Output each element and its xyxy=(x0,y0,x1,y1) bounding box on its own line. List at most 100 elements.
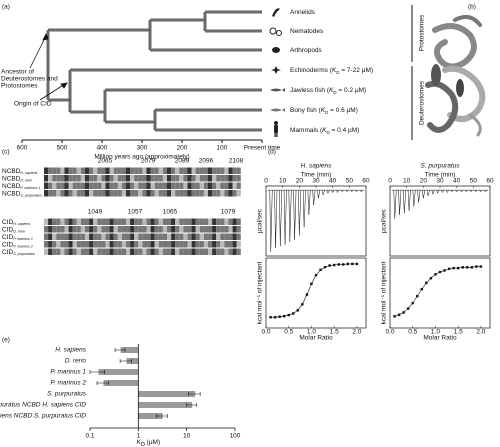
residue-cell xyxy=(187,226,192,233)
residue-cell xyxy=(183,175,188,182)
label-part: Mammals ( xyxy=(290,127,323,134)
panel-label: (d) xyxy=(268,149,276,156)
residue-cell xyxy=(187,175,192,182)
residue-cell xyxy=(138,182,143,189)
injection-peak xyxy=(331,189,335,194)
residue-cell xyxy=(224,175,229,182)
residue-cell xyxy=(162,175,167,182)
residue-cell xyxy=(171,175,176,182)
axis-label: μcal/sec xyxy=(381,208,388,233)
tick-label: 0.5 xyxy=(284,329,293,336)
itc-title: S. purpuratus xyxy=(420,163,460,170)
injection-peak xyxy=(455,189,459,193)
residue-cell xyxy=(236,190,241,197)
residue-cell xyxy=(208,248,213,255)
injection-peak xyxy=(441,189,445,194)
residue-cell xyxy=(224,233,229,240)
residue-cell xyxy=(44,233,49,240)
residue-cell xyxy=(195,218,200,225)
residue-cell xyxy=(97,233,102,240)
tick-label: 0 xyxy=(388,178,392,185)
residue-cell xyxy=(121,241,126,248)
residue-cell xyxy=(212,248,217,255)
label-part: D xyxy=(326,130,330,135)
sequence-name: CIDP. marinus 1 xyxy=(2,233,33,240)
residue-cell xyxy=(175,233,180,240)
residue-cell xyxy=(142,182,147,189)
tick-label: 0 xyxy=(264,178,268,185)
residue-cell xyxy=(154,175,159,182)
residue-number: 2065 xyxy=(98,158,113,165)
sequence-name: CIDD. rerio xyxy=(2,226,25,233)
species-sub: D. rerio xyxy=(13,229,25,233)
residue-cell xyxy=(134,167,139,174)
residue-cell xyxy=(187,248,192,255)
residue-cell xyxy=(85,248,90,255)
x-tick-label: 100 xyxy=(230,433,241,440)
residue-cell xyxy=(179,182,184,189)
species-sub: D. rerio xyxy=(20,178,32,182)
residue-cell xyxy=(117,167,122,174)
label-part: K xyxy=(137,439,142,446)
residue-cell xyxy=(150,248,155,255)
residue-cell xyxy=(130,226,135,233)
residue-cell xyxy=(150,190,155,197)
injection-peak xyxy=(398,190,402,215)
residue-cell xyxy=(220,233,225,240)
residue-cell xyxy=(171,233,176,240)
residue-cell xyxy=(80,175,85,182)
heat-point xyxy=(273,316,277,319)
residue-cell xyxy=(199,190,204,197)
injection-peak xyxy=(474,189,478,193)
residue-cell xyxy=(195,175,200,182)
residue-cell xyxy=(191,175,196,182)
residue-cell xyxy=(236,233,241,240)
residue-cell xyxy=(212,218,217,225)
residue-cell xyxy=(171,248,176,255)
residue-cell xyxy=(167,167,172,174)
residue-cell xyxy=(56,248,61,255)
group-name: CID xyxy=(2,218,14,225)
error-bar xyxy=(188,392,201,396)
residue-cell xyxy=(48,218,53,225)
tick-label: 1.5 xyxy=(330,329,339,336)
residue-cell xyxy=(80,233,85,240)
residue-cell xyxy=(232,167,237,174)
tick-label: 0.0 xyxy=(261,329,270,336)
bar xyxy=(120,347,139,353)
injection-peak xyxy=(469,189,473,193)
residue-cell xyxy=(72,218,77,225)
residue-cell xyxy=(76,190,81,197)
residue-cell xyxy=(154,248,159,255)
injection-peak xyxy=(302,190,306,228)
residue-cell xyxy=(68,190,73,197)
residue-cell xyxy=(212,241,217,248)
residue-cell xyxy=(158,175,163,182)
residue-cell xyxy=(134,182,139,189)
residue-cell xyxy=(138,248,143,255)
residue-cell xyxy=(85,226,90,233)
residue-cell xyxy=(195,226,200,233)
residue-cell xyxy=(85,218,90,225)
axis-end-label: Present time xyxy=(244,145,281,152)
residue-cell xyxy=(72,167,77,174)
residue-cell xyxy=(220,226,225,233)
residue-cell xyxy=(105,218,110,225)
heat-point xyxy=(406,307,410,310)
tick-label: 0.5 xyxy=(408,329,417,336)
heat-point xyxy=(447,267,451,271)
axis-label: Molar Ratio xyxy=(299,335,333,342)
residue-cell xyxy=(68,218,73,225)
residue-cell xyxy=(68,167,73,174)
fit-curve xyxy=(270,263,357,318)
residue-cell xyxy=(175,218,180,225)
residue-cell xyxy=(228,182,233,189)
residue-cell xyxy=(85,190,90,197)
residue-cell xyxy=(117,233,122,240)
residue-cell xyxy=(195,190,200,197)
residue-cell xyxy=(76,241,81,248)
residue-cell xyxy=(203,226,208,233)
injection-peak xyxy=(464,189,468,193)
heat-point xyxy=(402,311,405,314)
leaf-label: Mammals (KD = 0.4 μM) xyxy=(290,127,359,135)
